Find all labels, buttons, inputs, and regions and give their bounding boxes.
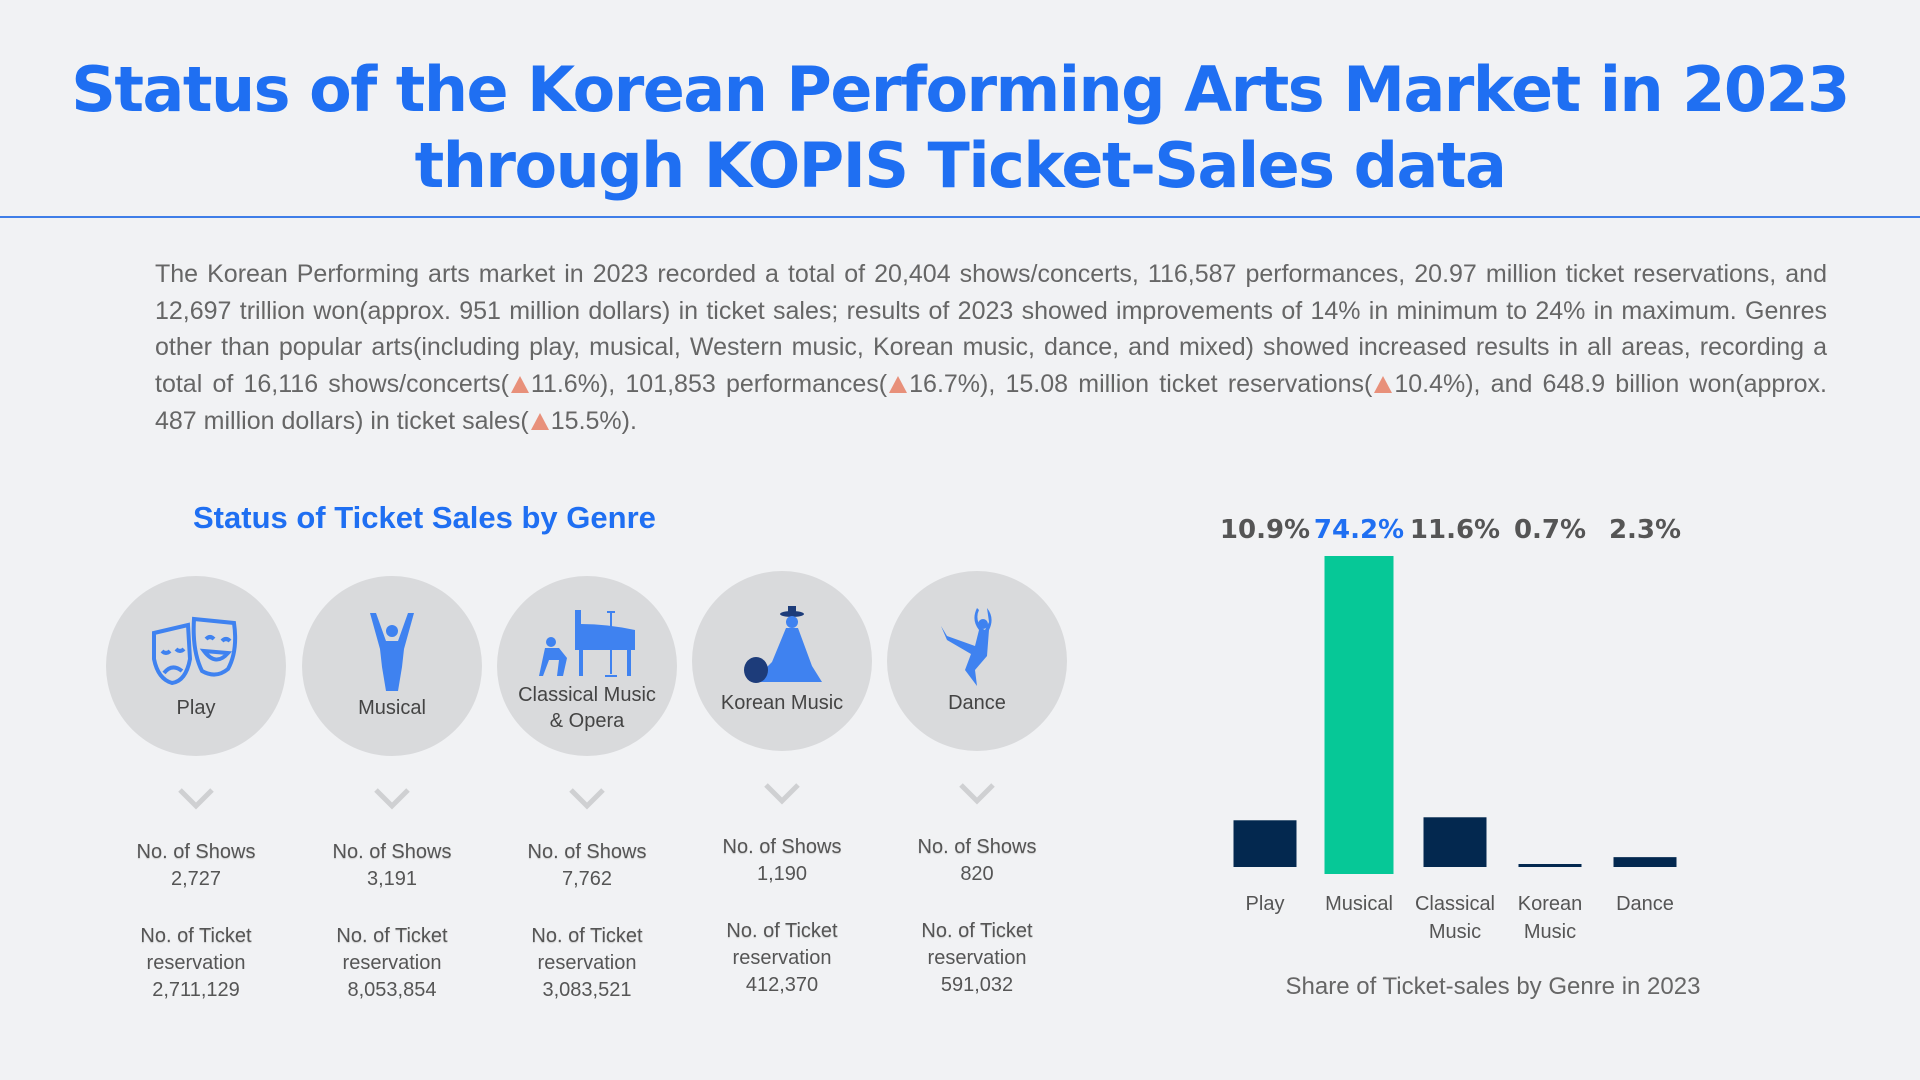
tickets-label: No. of Ticket (726, 920, 838, 942)
tickets-label-line2: reservation (732, 947, 832, 969)
genre-name-line2: & Opera (549, 710, 625, 732)
intro-paragraph: The Korean Performing arts market in 202… (155, 256, 1827, 440)
genre-label: Musical (358, 695, 426, 721)
shows-label: No. of Shows (136, 841, 256, 863)
tickets-label: No. of Ticket (336, 925, 448, 947)
category-label-3: Korean (1518, 893, 1583, 915)
intro-text: 16.7%), 15.08 million ticket reservation… (909, 370, 1373, 399)
shows-label: No. of Shows (527, 841, 647, 863)
tickets-value: 3,083,521 (542, 979, 632, 1001)
data-label-3: 0.7% (1514, 515, 1586, 545)
tickets-label: No. of Ticket (140, 925, 252, 947)
ticket-share-bar-chart: 10.9% Play 74.2% Musical 11.6% Classical Music… (1220, 515, 1701, 1000)
tickets-value: 8,053,854 (347, 979, 437, 1001)
increase-triangle-icon (530, 412, 549, 430)
shows-value: 820 (960, 863, 994, 885)
genre-circle: Play (106, 576, 286, 756)
genre-circle: Korean Music (692, 571, 872, 751)
intro-text: The Korean Performing arts market in 202… (155, 260, 1827, 399)
tickets-value: 591,032 (940, 974, 1014, 996)
divider (0, 216, 1920, 218)
chart-title: Share of Ticket-sales by Genre in 2023 (1286, 973, 1701, 1000)
theater-masks-icon (152, 616, 238, 686)
shows-value: 2,727 (170, 868, 222, 890)
chevron-down-icon (569, 788, 605, 810)
tickets-label-line2: reservation (537, 952, 637, 974)
genre-card-classical-music: Classical Music & Opera No. of Shows 7,76… (497, 576, 677, 1004)
genre-name: Classical Music (518, 684, 656, 706)
chevron-down-icon (374, 788, 410, 810)
category-label-1: Musical (1325, 893, 1393, 915)
data-label-4: 2.3% (1609, 515, 1681, 545)
title-line-2: through KOPIS Ticket-Sales data (414, 129, 1507, 202)
piano-icon (539, 610, 635, 677)
genre-card-play: Play No. of Shows 2,727 No. of Ticket re… (106, 576, 286, 1004)
chevron-down-icon (959, 783, 995, 805)
tickets-label: No. of Ticket (921, 920, 1033, 942)
shows-value: 3,191 (366, 868, 418, 890)
data-label-1: 74.2% (1314, 515, 1404, 545)
genre-card-musical: Musical No. of Shows 3,191 No. of Ticket… (302, 576, 482, 1004)
shows-label: No. of Shows (917, 836, 1037, 858)
genre-circle: Musical (302, 576, 482, 756)
genre-label: Play (177, 695, 216, 721)
tickets-label-line2: reservation (146, 952, 246, 974)
page-title: Status of the Korean Performing Arts Mar… (0, 52, 1920, 204)
intro-text: 15.5%). (550, 406, 637, 435)
shows-label: No. of Shows (332, 841, 452, 863)
genre-card-dance: Dance No. of Shows 820 No. of Ticket res… (887, 571, 1067, 999)
singer-icon (370, 613, 414, 691)
data-label-2: 11.6% (1410, 515, 1500, 545)
bar-1 (1324, 556, 1394, 874)
tickets-label-line2: reservation (927, 947, 1027, 969)
category-label-0: Play (1246, 893, 1285, 915)
tickets-label: No. of Ticket (531, 925, 643, 947)
genre-name: Play (176, 697, 216, 719)
shows-label: No. of Shows (722, 836, 842, 858)
chevron-down-icon (764, 783, 800, 805)
bar-0 (1233, 820, 1297, 867)
bar-3 (1518, 864, 1582, 867)
genre-name: Dance (948, 692, 1006, 714)
genre-name: Musical (358, 697, 426, 719)
genre-label: Classical Music & Opera (518, 682, 656, 734)
intro-text: 11.6%), 101,853 performances( (530, 370, 888, 399)
genre-name: Korean Music (720, 692, 844, 714)
intro-text: 10.4%), and 648.9 billion won(approx. 48… (155, 370, 1828, 435)
genre-circle: Dance (887, 571, 1067, 751)
increase-triangle-icon (1374, 376, 1393, 394)
chevron-down-icon (178, 788, 214, 810)
category-label-2: Music (1429, 921, 1481, 943)
tickets-value: 2,711,129 (152, 979, 240, 1001)
data-label-0: 10.9% (1220, 515, 1310, 545)
genre-circle: Classical Music & Opera (497, 576, 677, 756)
shows-value: 1,190 (756, 863, 808, 885)
increase-triangle-icon (510, 376, 529, 394)
bar-2 (1423, 817, 1487, 867)
shows-value: 7,762 (561, 868, 613, 890)
category-label-3: Music (1524, 921, 1576, 943)
korean-musician-icon (744, 606, 822, 683)
title-line-1: Status of the Korean Performing Arts Mar… (71, 53, 1850, 126)
dancer-icon (941, 608, 992, 686)
genre-label: Dance (948, 690, 1006, 716)
tickets-value: 412,370 (745, 974, 819, 996)
category-label-2: Classical (1415, 893, 1495, 915)
category-label-4: Dance (1616, 893, 1674, 915)
genre-card-korean-music: Korean Music No. of Shows 1,190 No. of T… (692, 571, 872, 999)
tickets-label-line2: reservation (342, 952, 442, 974)
section-title: Status of Ticket Sales by Genre (193, 500, 656, 535)
increase-triangle-icon (889, 376, 908, 394)
genre-label: Korean Music (721, 690, 843, 716)
bar-4 (1613, 857, 1677, 867)
